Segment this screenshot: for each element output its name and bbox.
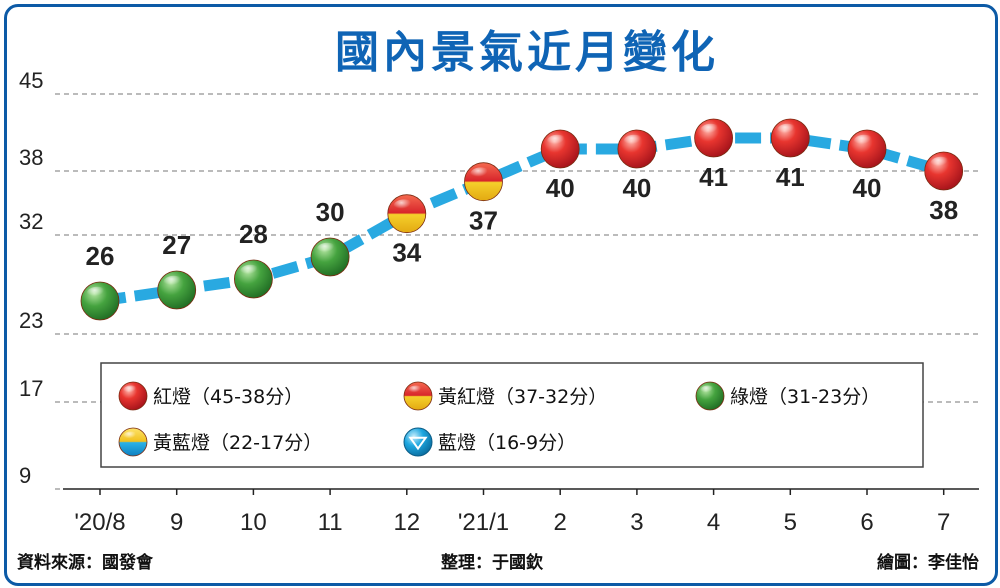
series-line <box>99 132 946 307</box>
x-tick-label: 9 <box>170 509 183 536</box>
x-tick-label: 12 <box>393 509 420 536</box>
light-marker <box>387 194 427 234</box>
x-tick-label: 4 <box>707 509 720 536</box>
legend-items: 紅燈（45-38分） 黃紅燈（37-32分） 綠燈（31-23分） 黃藍燈（22-17… <box>118 381 880 457</box>
legend-light-icon <box>403 381 433 411</box>
light-marker <box>310 237 350 277</box>
x-tick-label: '21/1 <box>458 509 509 536</box>
chart-frame: 國內景氣近月變化 45 38 32 23 17 9 '20/8 9 10 11 12'21/1 2 3… <box>4 4 998 586</box>
data-label: 40 <box>853 173 882 203</box>
legend-item: 黃紅燈（37-32分） <box>403 381 607 411</box>
x-tick-label: 7 <box>937 509 950 536</box>
data-label: 41 <box>776 162 805 192</box>
x-tick-label: 10 <box>240 509 267 536</box>
legend-item: 綠燈（31-23分） <box>695 381 880 411</box>
x-tick-label: 3 <box>630 509 643 536</box>
y-axis-ticks: 45 38 32 23 17 9 <box>19 68 43 488</box>
light-marker <box>157 270 197 310</box>
footer-drawn: 繪圖：李佳怡 <box>877 552 979 573</box>
x-axis: '20/8 9 10 11 12 '21/1 2 3 4 5 6 7 <box>63 488 979 536</box>
light-marker <box>770 118 810 158</box>
data-label: 27 <box>162 230 191 260</box>
legend-label: 藍燈（16-9分） <box>438 432 576 454</box>
y-tick-label: 45 <box>19 68 43 93</box>
y-tick-label: 23 <box>19 308 43 333</box>
data-label: 40 <box>622 173 651 203</box>
data-label: 28 <box>239 219 268 249</box>
legend-label: 紅燈（45-38分） <box>153 386 303 408</box>
legend-light-icon <box>118 427 148 457</box>
legend-item: 藍燈（16-9分） <box>403 427 576 457</box>
data-label: 26 <box>86 241 115 271</box>
data-label: 34 <box>392 238 421 268</box>
x-tick-label: 5 <box>784 509 797 536</box>
legend-light-icon <box>118 381 148 411</box>
legend-light-icon <box>403 427 433 457</box>
data-label: 40 <box>546 173 575 203</box>
data-label: 30 <box>316 197 345 227</box>
light-marker <box>694 118 733 158</box>
legend: 紅燈（45-38分） 黃紅燈（37-32分） 綠燈（31-23分） 黃藍燈（22-17… <box>100 362 924 468</box>
legend-label: 黃藍燈（22-17分） <box>153 432 322 454</box>
legend-label: 綠燈（31-23分） <box>730 386 880 408</box>
light-markers <box>80 118 964 321</box>
y-tick-label: 17 <box>19 376 43 401</box>
chart-title: 國內景氣近月變化 <box>335 27 719 78</box>
x-tick-label: '20/8 <box>74 509 125 536</box>
light-marker <box>617 129 657 169</box>
light-marker <box>80 281 120 321</box>
y-tick-label: 32 <box>19 209 43 234</box>
footer-compiled: 整理：于國欽 <box>441 552 544 573</box>
legend-label: 黃紅燈（37-32分） <box>438 386 607 408</box>
legend-border <box>100 362 924 468</box>
data-labels: 26 27 28 30 34 37 40 40 41 41 40 38 <box>86 162 959 271</box>
data-label: 37 <box>469 206 498 236</box>
light-marker <box>847 129 887 169</box>
data-label: 38 <box>929 195 958 225</box>
series-line-path <box>99 132 946 307</box>
light-marker <box>540 129 580 169</box>
legend-light-icon <box>695 381 725 411</box>
data-label: 41 <box>699 162 728 192</box>
legend-item: 黃藍燈（22-17分） <box>118 427 322 457</box>
light-marker <box>924 151 964 191</box>
x-tick-label: 6 <box>860 509 873 536</box>
x-tick-label: 2 <box>554 509 567 536</box>
footer-source: 資料來源：國發會 <box>17 552 154 573</box>
light-marker <box>233 259 273 299</box>
y-tick-label: 38 <box>19 145 43 170</box>
legend-item: 紅燈（45-38分） <box>118 381 303 411</box>
y-tick-label: 9 <box>19 463 31 488</box>
light-marker <box>464 162 503 202</box>
x-tick-label: 11 <box>318 509 343 536</box>
